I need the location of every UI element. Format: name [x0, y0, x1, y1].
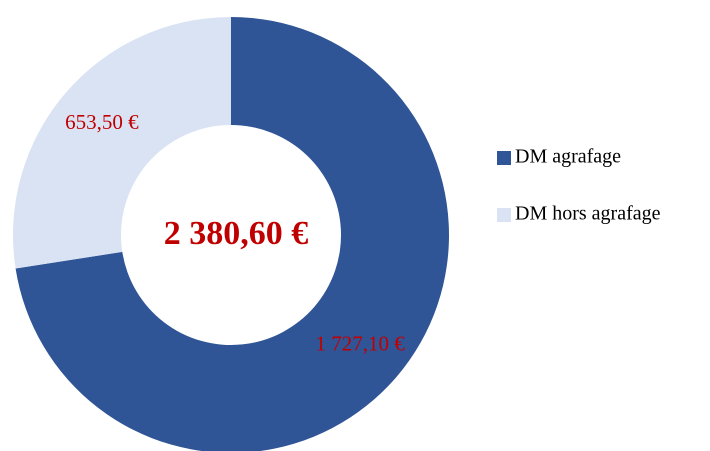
- legend-swatch: [497, 151, 511, 165]
- legend-swatch: [497, 208, 511, 222]
- value-label: 653,50 €: [65, 110, 139, 134]
- legend-label: DM hors agrafage: [515, 203, 661, 225]
- value-label: 1 727,10 €: [315, 331, 405, 355]
- donut-slice: [13, 17, 232, 269]
- legend-label: DM agrafage: [515, 146, 621, 168]
- center-label: 2 380,60 €: [164, 215, 309, 252]
- donut-slice: [15, 17, 449, 451]
